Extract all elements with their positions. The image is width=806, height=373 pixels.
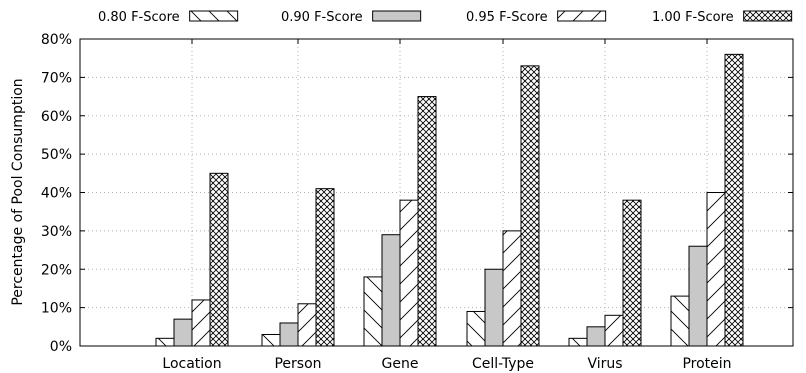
y-tick-label: 70%: [41, 70, 72, 86]
bar-virus-series-3: [604, 314, 624, 347]
y-tick-label: 40%: [41, 186, 72, 202]
y-tick-label: 30%: [41, 224, 72, 240]
bar-protein-series-1: [670, 295, 690, 347]
bar-virus-series-4: [622, 199, 642, 347]
bar-protein-series-3: [706, 192, 726, 347]
x-tick-label: Protein: [682, 356, 731, 372]
x-tick-label: Person: [274, 356, 321, 372]
x-axis-ticks: Location Person Gene Cell-Type Virus Protein: [162, 39, 732, 372]
legend-label: 0.90 F-Score: [281, 10, 363, 25]
legend: 0.80 F-Score 0.90 F-Score 0.95 F-Score 1.00…: [98, 10, 793, 25]
y-tick-label: 0%: [50, 339, 72, 355]
bar-gene-series-1: [363, 276, 383, 347]
bar-cell-type-series-3: [502, 230, 522, 347]
bar-person-series-4: [315, 188, 335, 347]
bar-location-series-3: [191, 299, 211, 347]
x-tick-label: Virus: [587, 356, 622, 372]
legend-label: 0.95 F-Score: [466, 10, 548, 25]
y-tick-label: 50%: [41, 147, 72, 163]
bar-cell-type-series-1: [466, 310, 486, 347]
y-tick-label: 20%: [41, 262, 72, 278]
x-tick-label: Cell-Type: [472, 356, 534, 372]
legend-swatch: [557, 10, 607, 22]
legend-swatch: [189, 10, 239, 22]
bar-virus-series-2: [586, 326, 606, 347]
bar-person-series-3: [297, 303, 317, 347]
bar-gene-series-2: [381, 234, 401, 347]
bar-gene-series-4: [417, 96, 437, 347]
legend-swatch: [372, 10, 422, 22]
bar-person-series-2: [279, 322, 299, 347]
bar-gene-series-3: [399, 199, 419, 347]
bar-person-series-1: [261, 333, 281, 347]
legend-label: 0.80 F-Score: [98, 10, 180, 25]
y-tick-label: 60%: [41, 109, 72, 125]
legend-swatch: [743, 10, 793, 22]
x-tick-label: Gene: [382, 356, 419, 372]
bar-protein-series-2: [688, 245, 708, 347]
bar-cell-type-series-4: [520, 65, 540, 347]
bar-virus-series-1: [568, 337, 588, 347]
bar-location-series-1: [155, 337, 175, 347]
bar-cell-type-series-2: [484, 268, 504, 347]
y-axis-ticks: 0% 10% 20% 30% 40% 50% 60% 70% 80%: [41, 32, 793, 355]
bar-location-series-4: [209, 172, 229, 347]
legend-label: 1.00 F-Score: [652, 10, 734, 25]
y-tick-label: 80%: [41, 32, 72, 48]
y-tick-label: 10%: [41, 301, 72, 317]
bar-protein-series-4: [724, 53, 744, 347]
bars: [155, 53, 744, 347]
x-tick-label: Location: [162, 356, 221, 372]
bar-location-series-2: [173, 318, 193, 347]
y-axis-title: Percentage of Pool Consumption: [10, 78, 26, 305]
